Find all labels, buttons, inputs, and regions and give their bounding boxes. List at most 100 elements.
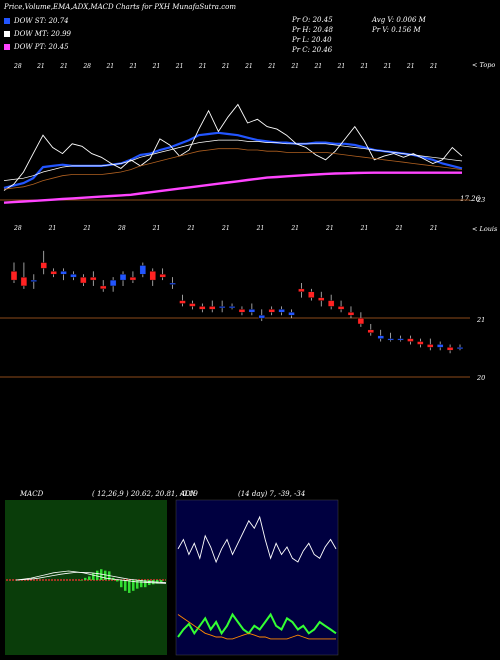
candle-level-upper: 21 [477, 316, 486, 324]
candle-body [159, 274, 166, 278]
prev-open: Pr O: 20.45 [292, 16, 333, 24]
adx-panel-bg [175, 499, 339, 656]
macd-hist-bar [160, 580, 163, 583]
date-tick: 21 [268, 63, 276, 70]
prev-high: Pr H: 20.48 [292, 26, 334, 34]
candle-body [70, 274, 77, 278]
candle-body [30, 279, 38, 282]
macd-hist-bar [120, 580, 123, 588]
candle-body [109, 279, 117, 287]
price-value-label: 17.26 [460, 195, 481, 203]
date-tick: 21 [48, 225, 57, 232]
candle-body [228, 306, 236, 309]
candle-body [407, 338, 414, 342]
date-tick: 21 [245, 63, 253, 70]
candle-body [218, 306, 226, 309]
candle-body [337, 306, 345, 310]
legend-dow-pt: DOW PT: 20.45 [4, 43, 69, 51]
candle-tag: < Louis [472, 225, 498, 233]
legend-swatch-st [4, 18, 10, 24]
prev-low: Pr L: 20.40 [292, 36, 332, 44]
macd-params: ( 12,26,9 ) 20.62, 20.81, -0.19 [92, 490, 198, 498]
date-tick: 21 [152, 63, 161, 70]
candle-body [179, 300, 186, 304]
macd-hist-bar [84, 577, 87, 580]
candle-body [10, 271, 18, 281]
candle-body [278, 309, 285, 313]
price-series-dow-pt [3, 171, 462, 204]
candle-body [238, 309, 246, 313]
candle-body [60, 271, 67, 275]
avg-volume: Avg V: 0.006 M [372, 16, 426, 24]
macd-hist-bar [100, 569, 103, 580]
candle-body [327, 300, 335, 307]
date-tick: 21 [291, 63, 299, 70]
legend-label-st: DOW ST: 20.74 [14, 17, 69, 25]
price-series-dow-mt [3, 139, 463, 181]
macd-hist-bar [132, 580, 135, 591]
adx-label: ADX [180, 490, 196, 498]
date-tick: 21 [152, 225, 161, 232]
date-tick: 21 [129, 63, 138, 70]
adx-series-di [177, 515, 337, 564]
legend-swatch-pt [4, 44, 10, 50]
date-tick: 21 [198, 63, 207, 70]
date-tick: 21 [37, 63, 45, 70]
candle-body [119, 274, 127, 281]
candle-body [209, 306, 216, 310]
candle-body [90, 276, 97, 281]
date-tick: 21 [314, 63, 323, 70]
candle-body [20, 276, 28, 287]
date-tick: 21 [187, 225, 195, 232]
candle-body [258, 315, 265, 319]
macd-hist-bar [104, 570, 107, 580]
candle-level-lower: 20 [477, 374, 486, 382]
macd-hist-bar [96, 570, 99, 580]
candle-body [99, 285, 107, 290]
date-tick: 28 [83, 63, 91, 70]
candle-body [308, 291, 315, 298]
macd-hist-bar [88, 576, 91, 580]
macd-hist-bar [116, 580, 119, 582]
legend-swatch-mt [4, 31, 10, 37]
price-top-tag: < Topo [472, 61, 496, 69]
candle-body [149, 271, 156, 281]
candle-body [248, 309, 256, 313]
date-tick: 21 [291, 225, 299, 232]
candle-body [417, 341, 424, 345]
candle-body [129, 276, 137, 281]
price-series-dow-st [3, 131, 463, 190]
date-tick: 21 [383, 63, 392, 70]
date-tick: 21 [326, 225, 334, 232]
date-tick: 21 [106, 63, 115, 70]
adx-series-adx [177, 614, 336, 640]
candle-body [446, 347, 454, 351]
candle-body [387, 338, 394, 341]
price-series-close [3, 103, 463, 191]
chart-title: Price,Volume,EMA,ADX,MACD Charts for PXH… [4, 3, 236, 11]
date-tick: 21 [256, 225, 265, 232]
date-tick: 21 [430, 225, 438, 232]
candle-body [427, 344, 434, 348]
date-tick: 21 [83, 225, 91, 232]
price-series-long-ema [3, 148, 463, 190]
candle-body [377, 335, 384, 339]
candle-body [288, 312, 295, 316]
adx-series-di [177, 612, 337, 638]
macd-hist-bar [128, 580, 131, 593]
date-tick: 28 [118, 225, 126, 232]
candle-body [318, 297, 325, 301]
date-tick: 28 [14, 63, 22, 70]
candle-body [189, 303, 196, 307]
candle-body [169, 282, 176, 285]
macd-hist-bar [140, 580, 143, 588]
prev-close: Pr C: 20.46 [292, 46, 333, 54]
date-tick: 28 [14, 225, 22, 232]
date-tick: 21 [395, 225, 403, 232]
candle-body [40, 262, 47, 269]
prev-volume: Pr V: 0.156 M [372, 26, 421, 34]
macd-series-signal [15, 572, 167, 584]
candle-body [456, 347, 464, 350]
date-tick: 21 [222, 63, 230, 70]
